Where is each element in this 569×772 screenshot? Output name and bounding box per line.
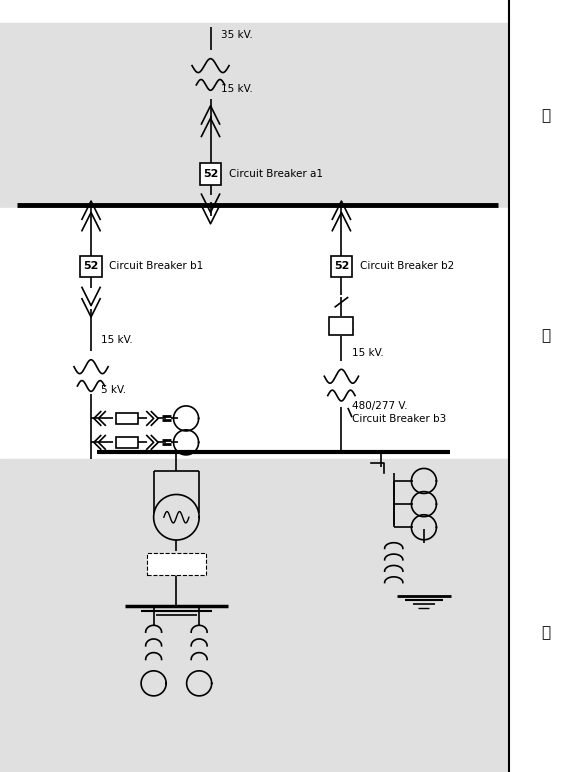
Text: 52: 52 bbox=[203, 169, 218, 178]
Text: Ⓒ: Ⓒ bbox=[542, 625, 551, 641]
Text: Ⓐ: Ⓐ bbox=[542, 108, 551, 124]
Text: 52: 52 bbox=[83, 262, 99, 271]
Bar bbox=[200, 163, 221, 185]
Bar bbox=[116, 413, 138, 424]
Bar bbox=[0, 208, 509, 459]
Bar bbox=[331, 256, 352, 277]
Bar bbox=[509, 0, 569, 772]
Text: 480/277 V.: 480/277 V. bbox=[352, 401, 407, 411]
Text: 35 kV.: 35 kV. bbox=[221, 30, 253, 39]
Text: 15 kV.: 15 kV. bbox=[352, 348, 384, 358]
Text: Circuit Breaker b3: Circuit Breaker b3 bbox=[352, 414, 446, 424]
Text: 5 kV.: 5 kV. bbox=[101, 385, 126, 394]
Text: Circuit Breaker a1: Circuit Breaker a1 bbox=[229, 169, 323, 178]
Text: 52: 52 bbox=[333, 262, 349, 271]
Text: Circuit Breaker b2: Circuit Breaker b2 bbox=[360, 262, 454, 271]
Bar bbox=[80, 256, 102, 277]
Bar bbox=[0, 459, 509, 772]
Bar bbox=[116, 437, 138, 448]
Text: Circuit Breaker b1: Circuit Breaker b1 bbox=[109, 262, 204, 271]
Text: 15 kV.: 15 kV. bbox=[101, 335, 133, 344]
Bar bbox=[329, 317, 353, 335]
Text: 15 kV.: 15 kV. bbox=[221, 84, 253, 93]
Bar bbox=[0, 23, 509, 208]
Bar bbox=[147, 553, 206, 575]
Text: Ⓑ: Ⓑ bbox=[542, 328, 551, 344]
